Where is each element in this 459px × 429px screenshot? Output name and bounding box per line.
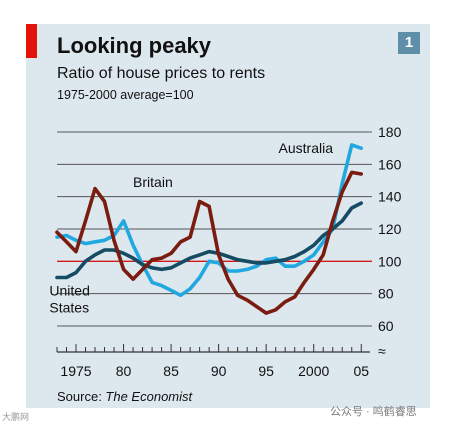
y-tick-label-180: 180 — [378, 124, 402, 140]
series-label-australia: Australia — [279, 140, 334, 156]
series-label-britain: Britain — [133, 174, 173, 190]
y-tick-label-120: 120 — [378, 221, 402, 237]
y-tick-label-140: 140 — [378, 189, 402, 205]
x-tick-label-1980: 80 — [116, 363, 132, 379]
chart-panel — [26, 24, 430, 408]
series-label-line: Australia — [279, 140, 334, 156]
x-tick-label-2000: 2000 — [298, 363, 329, 379]
chart-subtitle: Ratio of house prices to rents — [57, 65, 266, 82]
x-tick-label-1995: 95 — [258, 363, 274, 379]
y-tick-label-80: 80 — [378, 286, 394, 302]
axis-break-symbol: ≈ — [378, 343, 386, 359]
y-tick-label-160: 160 — [378, 156, 402, 172]
series-line-australia — [55, 143, 363, 298]
series-label-line: United — [49, 282, 89, 298]
series-label-line: Britain — [133, 174, 173, 190]
chart-number-badge: 1 — [398, 32, 420, 54]
accent-tag — [26, 24, 37, 58]
series-layer — [55, 143, 363, 315]
source-note: Source: The Economist — [57, 389, 192, 404]
y-tick-label-60: 60 — [378, 318, 394, 334]
x-tick-label-1990: 90 — [211, 363, 227, 379]
watermark-left: 大鹏网 — [2, 412, 30, 422]
y-tick-label-100: 100 — [378, 253, 402, 269]
x-tick-label-1985: 85 — [163, 363, 179, 379]
series-label-line: States — [49, 299, 89, 315]
series-line-britain — [55, 170, 363, 315]
label-layer: Britain Australia United States — [49, 140, 333, 315]
chart-title: Looking peaky — [57, 33, 212, 58]
x-tick-label-2005: 05 — [353, 363, 369, 379]
source-name: The Economist — [105, 389, 193, 404]
series-line-united-states — [55, 201, 363, 280]
axis-layer: 1975 80 85 90 95 2000 05 ≈ — [56, 343, 386, 379]
chart-base-note: 1975-2000 average=100 — [57, 88, 194, 102]
watermark-right: 公众号 · 鸣鹤睿思 — [330, 406, 417, 418]
series-label-united-states: United States — [49, 282, 89, 315]
source-prefix: Source: — [57, 389, 106, 404]
x-tick-label-1975: 1975 — [60, 363, 91, 379]
